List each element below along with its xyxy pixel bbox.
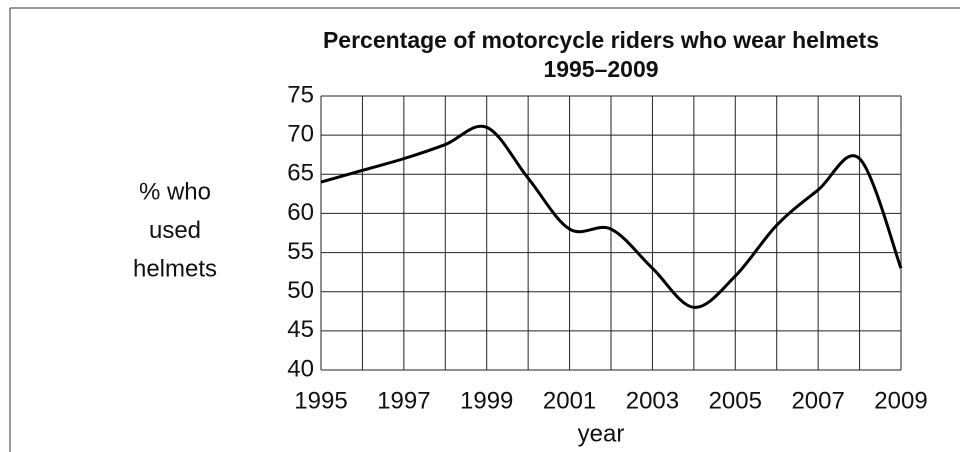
y-axis-label: % who	[139, 178, 211, 205]
y-tick-label: 45	[287, 316, 314, 343]
x-tick-label: 2007	[791, 387, 844, 414]
y-tick-label: 40	[287, 355, 314, 382]
y-tick-label: 55	[287, 238, 314, 265]
x-axis-label: year	[578, 420, 625, 447]
x-tick-label: 1997	[377, 387, 430, 414]
y-axis-label: helmets	[133, 255, 217, 282]
x-tick-label: 2001	[543, 387, 596, 414]
x-tick-label: 1995	[294, 387, 347, 414]
y-tick-label: 50	[287, 277, 314, 304]
x-tick-label: 1999	[460, 387, 513, 414]
line	[320, 124, 903, 309]
y-tick-label: 70	[287, 120, 314, 147]
y-tick-label: 60	[287, 199, 314, 226]
y-axis-label: used	[149, 217, 201, 244]
chart-title: Percentage of motorcycle riders who wear…	[323, 27, 879, 53]
y-tick-label: 65	[287, 160, 314, 187]
y-tick-label: 75	[287, 81, 314, 108]
x-tick-label: 2005	[709, 387, 762, 414]
x-tick-label: 2003	[626, 387, 679, 414]
chart-subtitle: 1995–2009	[543, 56, 658, 82]
x-tick-label: 2009	[874, 387, 927, 414]
